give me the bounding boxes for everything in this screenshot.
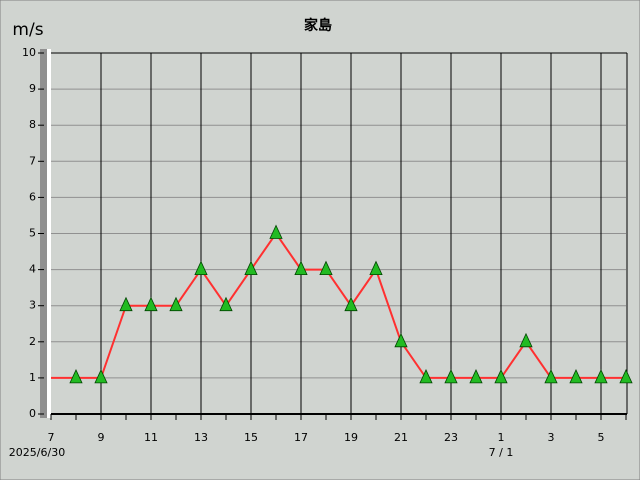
y-tick-label: 2: [29, 335, 36, 348]
axis-highlight: [47, 49, 51, 418]
data-marker: [244, 260, 258, 276]
x-tick-label: 21: [394, 431, 408, 444]
data-marker: [519, 332, 533, 348]
x-tick-label: 11: [144, 431, 158, 444]
data-marker: [269, 224, 283, 239]
data-marker: [494, 368, 508, 384]
unit-label: m/s: [12, 20, 43, 40]
x-tick-label: 19: [344, 431, 358, 444]
y-tick-label: 8: [29, 118, 36, 131]
x-tick-label: 3: [548, 431, 555, 444]
x-tick-label: 9: [98, 431, 105, 444]
data-marker: [194, 260, 208, 276]
y-tick-label: 4: [29, 263, 36, 276]
data-marker: [569, 368, 583, 384]
x-tick-label: 23: [444, 431, 458, 444]
data-marker: [219, 296, 233, 312]
data-marker: [369, 260, 383, 276]
data-marker: [444, 368, 458, 384]
date-label: 2025/6/30: [9, 446, 65, 459]
x-tick-label: 7: [48, 431, 55, 444]
chart-title: 家島: [304, 17, 332, 34]
y-tick-label: 10: [22, 46, 36, 59]
data-marker: [69, 368, 83, 384]
y-tick-label: 0: [29, 407, 36, 420]
y-tick-label: 6: [29, 190, 36, 203]
x-tick-label: 5: [598, 431, 605, 444]
date-label: 7 / 1: [489, 446, 514, 459]
data-line: [51, 231, 626, 379]
x-tick-label: 13: [194, 431, 208, 444]
data-marker: [319, 260, 333, 276]
data-marker: [294, 260, 308, 276]
data-marker: [169, 296, 183, 312]
data-marker: [344, 296, 358, 312]
y-tick-label: 1: [29, 371, 36, 384]
y-tick-label: 3: [29, 299, 36, 312]
data-marker: [594, 368, 608, 384]
data-marker: [544, 368, 558, 384]
y-tick-label: 5: [29, 227, 36, 240]
data-marker: [144, 296, 158, 312]
x-tick-label: 15: [244, 431, 258, 444]
data-marker: [419, 368, 433, 384]
data-marker: [394, 332, 408, 348]
data-marker: [619, 368, 633, 384]
data-marker: [119, 296, 133, 312]
data-marker: [469, 368, 483, 384]
y-tick-label: 7: [29, 154, 36, 167]
x-tick-label: 1: [498, 431, 505, 444]
x-tick-label: 17: [294, 431, 308, 444]
y-tick-label: 9: [29, 82, 36, 95]
data-marker: [94, 368, 108, 384]
